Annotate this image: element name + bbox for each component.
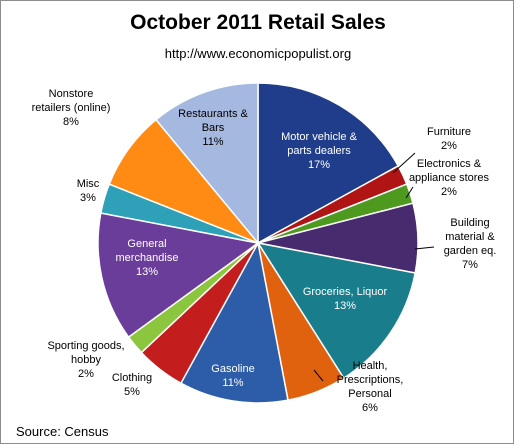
chart-title: October 2011 Retail Sales: [130, 11, 386, 34]
pie-slice-10: [97, 212, 260, 339]
chart-subtitle: http://www.economicpopulist.org: [164, 46, 352, 61]
slice-name-line: appliance stores: [409, 172, 490, 184]
pie-slice-13: [154, 82, 259, 246]
slice-value-label: 2%: [441, 140, 457, 152]
slice-name-line: parts dealers: [287, 145, 351, 157]
slice-name-line: General: [127, 238, 166, 250]
slice-label-11: Misc 3%: [77, 178, 100, 204]
slice-name-line: Motor vehicle &: [281, 131, 357, 143]
slice-name-line: Clothing: [112, 372, 152, 384]
slice-name-line: Sporting goods,: [47, 340, 124, 352]
slice-name-line: Personal: [348, 388, 391, 400]
slice-label-10: General merchandise 13%: [116, 238, 179, 278]
slice-value-label: 2%: [441, 186, 457, 198]
slice-value-label: 11%: [222, 377, 243, 389]
slice-label-8: Clothing 5%: [112, 372, 152, 398]
slice-label-3: Electronics & appliance stores 2%: [409, 158, 490, 198]
pie-slice-5: [256, 241, 417, 380]
leader-line-3: [405, 186, 414, 199]
slice-value-label: 11%: [202, 136, 223, 148]
slice-name-line: Restaurants &: [178, 108, 248, 120]
slice-value-label: 8%: [63, 116, 79, 128]
slice-name-line: material &: [445, 231, 495, 243]
slice-label-13: Restaurants & Bars 11%: [178, 108, 248, 148]
slice-name-line: Building: [450, 217, 489, 229]
slice-value-label: 6%: [362, 402, 378, 414]
slice-name-line: Electronics &: [417, 158, 482, 170]
slice-label-9: Sporting goods, hobby 2%: [47, 340, 124, 380]
leader-line-6: [313, 369, 324, 382]
slice-name-line: Gasoline: [211, 363, 254, 375]
slice-label-5: Groceries, Liquor 13%: [303, 286, 388, 312]
slice-name-line: Misc: [77, 178, 100, 190]
slice-name-line: merchandise: [116, 252, 179, 264]
slice-value-label: 13%: [136, 266, 158, 278]
slice-label-6: Health, Prescriptions, Personal 6%: [337, 360, 404, 414]
slice-label-4: Building material & garden eq. 7%: [444, 217, 497, 271]
slice-value-label: 5%: [124, 386, 140, 398]
pie-slice-7: [179, 240, 289, 404]
slice-label-1: Motor vehicle & parts dealers 17%: [281, 131, 357, 171]
leader-line-2: [392, 152, 416, 174]
leader-line-4: [414, 246, 435, 250]
slice-label-7: Gasoline 11%: [211, 363, 254, 389]
slice-label-12: Nonstore retailers (online) 8%: [32, 88, 111, 128]
slice-name-line: garden eq.: [444, 245, 497, 257]
chart-source: Source: Census: [16, 424, 109, 439]
slice-name-line: Groceries, Liquor: [303, 286, 388, 298]
slice-name-line: Health,: [353, 360, 388, 372]
slice-name-line: retailers (online): [32, 102, 111, 114]
slice-name-line: Furniture: [427, 126, 471, 138]
pie-slice-1: [257, 82, 400, 245]
slice-name-line: Bars: [202, 122, 225, 134]
slice-label-2: Furniture 2%: [427, 126, 471, 152]
slice-value-label: 2%: [78, 368, 94, 380]
slice-value-label: 7%: [462, 259, 478, 271]
slice-name-line: hobby: [71, 354, 101, 366]
slice-value-label: 13%: [334, 300, 356, 312]
slice-name-line: Prescriptions,: [337, 374, 404, 386]
slice-value-label: 3%: [80, 192, 96, 204]
slice-value-label: 17%: [308, 159, 330, 171]
slice-name-line: Nonstore: [49, 88, 94, 100]
